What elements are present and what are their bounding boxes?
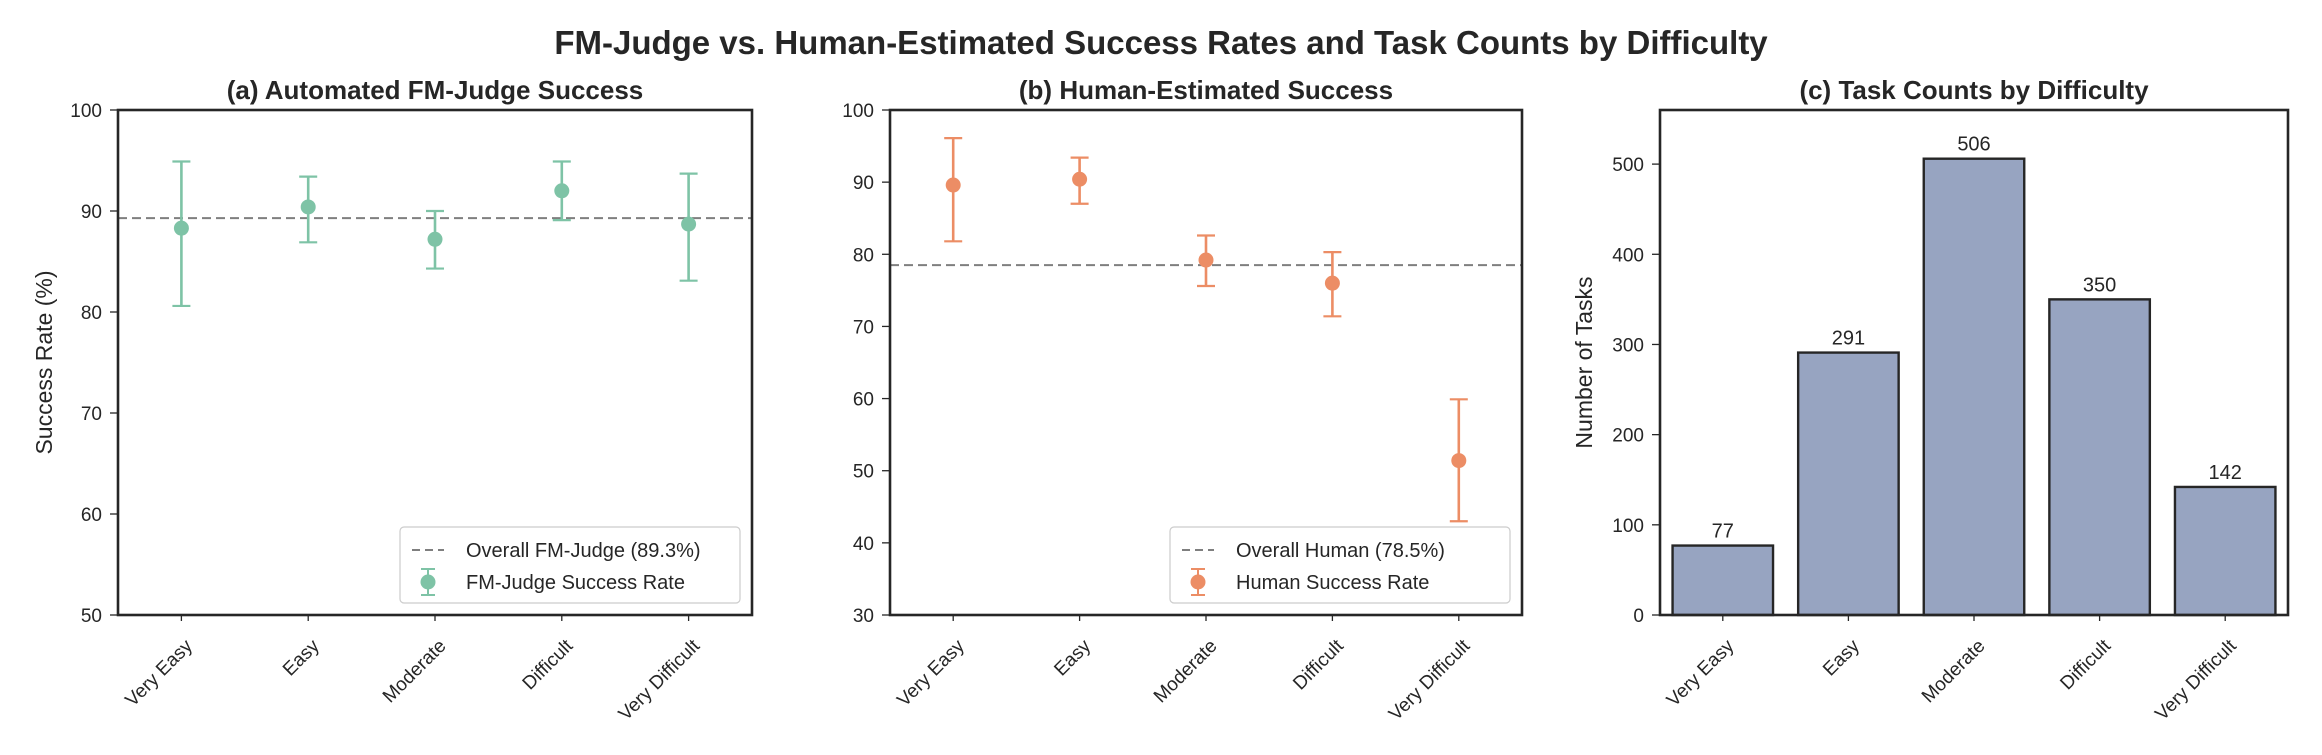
y-tick-label: 80 [853,245,874,266]
y-tick-label: 70 [81,404,102,425]
x-tick-label: Moderate [379,636,451,708]
bar [1922,157,2026,617]
x-tick-label: Moderate [1150,636,1222,708]
legend-marker-icon [1190,574,1206,590]
bar-value-label: 291 [1832,328,1865,350]
chart-title: (c) Task Counts by Difficulty [1799,75,2149,105]
y-tick-label: 300 [1612,335,1644,356]
x-tick-label: Easy [1819,635,1864,680]
bar [2048,298,2152,617]
legend-frame [399,526,741,604]
x-tick-label: Difficult [519,635,578,694]
y-tick-label: 400 [1612,245,1644,266]
data-point [300,199,316,215]
legend-label: Overall FM-Judge (89.3%) [466,540,701,562]
x-tick-label: Very Easy [122,635,198,711]
y-tick-label: 100 [842,101,874,122]
y-tick-label: 500 [1612,155,1644,176]
plot-frame [888,108,1524,617]
y-tick-label: 50 [81,606,102,627]
y-tick-label: 0 [1633,606,1644,627]
y-tick-label: 50 [853,462,874,483]
bar-value-label: 506 [1957,134,1990,156]
x-tick-label: Very Easy [893,635,969,711]
legend-label: Overall Human (78.5%) [1236,540,1445,562]
data-point [1198,252,1214,268]
x-tick-label: Very Difficult [615,635,705,725]
bar-value-label: 350 [2083,274,2116,296]
data-point [173,220,189,236]
legend-label: FM-Judge Success Rate [466,572,685,594]
y-tick-label: 80 [81,303,102,324]
y-tick-label: 60 [81,505,102,526]
chart-panel-1: (a) Automated FM-Judge Success 50 60 70 80 90… [31,75,754,725]
bar-value-label: 77 [1712,521,1734,543]
data-point [1072,171,1088,187]
bar [1671,544,1775,617]
bar-value-label: 142 [2209,462,2242,484]
figure-title: FM-Judge vs. Human-Estimated Success Rat… [554,24,1768,61]
y-tick-label: 30 [853,606,874,627]
legend: Overall FM-Judge (89.3%) FM-Judge Success… [399,526,741,604]
legend-label: Human Success Rate [1236,572,1429,594]
y-axis-label: Number of Tasks [1571,276,1597,448]
chart-panel-3: (c) Task Counts by Difficulty 0 100 200 300 4… [1571,75,2290,725]
plot-frame [116,108,754,617]
y-tick-label: 70 [853,317,874,338]
y-tick-label: 90 [853,173,874,194]
legend-marker-icon [420,574,436,590]
data-point [945,177,961,193]
y-tick-label: 60 [853,390,874,411]
y-tick-label: 100 [1612,516,1644,537]
y-tick-label: 90 [81,202,102,223]
x-tick-label: Moderate [1918,636,1990,708]
data-point [1451,453,1467,469]
y-tick-label: 40 [853,534,874,555]
data-point [1324,275,1340,291]
x-tick-label: Difficult [1289,635,1348,694]
bar [1796,351,1900,617]
y-tick-label: 200 [1612,426,1644,447]
y-axis-label: Success Rate (%) [31,270,57,454]
x-tick-label: Very Easy [1663,635,1739,711]
legend: Overall Human (78.5%) Human Success Rate [1169,526,1511,604]
x-tick-label: Easy [1050,635,1095,680]
x-tick-label: Difficult [2056,635,2115,694]
legend-frame [1169,526,1511,604]
chart-panel-2: (b) Human-Estimated Success 30 40 50 60 70 80 9… [842,75,1524,725]
chart-title: (b) Human-Estimated Success [1019,75,1393,105]
chart-title: (a) Automated FM-Judge Success [227,75,644,105]
x-tick-label: Easy [279,635,324,680]
x-tick-label: Very Difficult [1385,635,1475,725]
data-point [554,183,570,199]
bar [2173,485,2277,617]
y-tick-label: 100 [70,101,102,122]
plot-frame [1658,108,2290,617]
data-point [681,216,697,232]
data-point [427,231,443,247]
x-tick-label: Very Difficult [2151,635,2241,725]
